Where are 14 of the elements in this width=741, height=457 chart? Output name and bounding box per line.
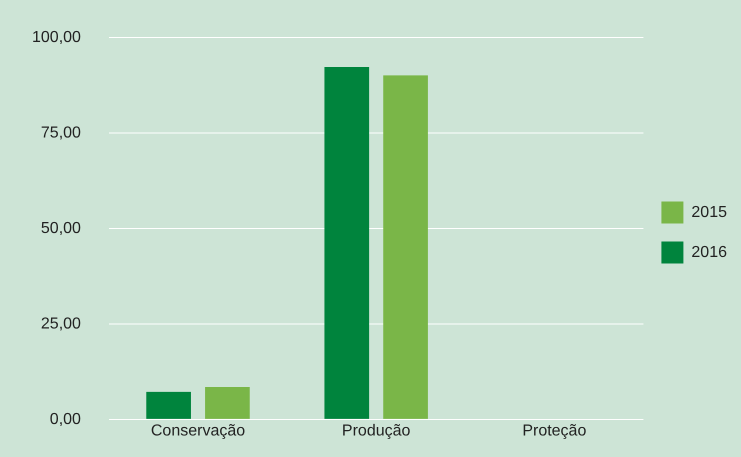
bar [146,392,191,419]
y-tick-label: 0,00 [50,410,82,428]
y-tick-label: 25,00 [40,315,82,332]
bar [383,75,428,419]
x-tick-label: Proteção [522,422,586,440]
y-tick-label: 50,00 [40,220,82,237]
x-tick-label: Produção [342,422,411,440]
y-tick-label: 75,00 [40,124,82,142]
legend-label: 2016 [691,244,728,261]
legend-label: 2015 [691,204,728,221]
bar [205,386,250,419]
y-tick-label: 100,00 [32,29,82,46]
bar [324,67,370,419]
x-tick-label: Conservação [150,422,246,440]
